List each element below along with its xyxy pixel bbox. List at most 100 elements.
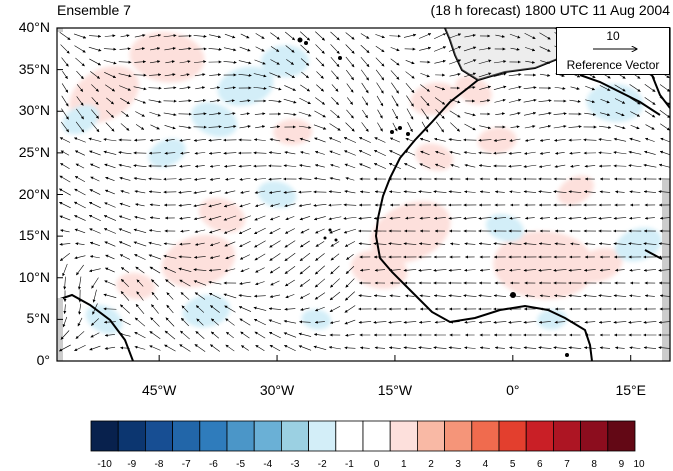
wind-arrow-icon	[179, 216, 191, 220]
wind-arrow-icon	[284, 345, 296, 351]
wind-arrow-icon	[598, 151, 612, 155]
wind-arrow-icon	[448, 346, 462, 350]
wind-arrow-icon	[104, 346, 116, 350]
wind-arrow-icon	[403, 190, 417, 194]
colorbar-swatch	[226, 420, 255, 452]
wind-arrow-icon	[238, 215, 251, 221]
wind-arrow-icon	[388, 162, 402, 170]
wind-arrow-icon	[598, 320, 611, 324]
wind-arrow-icon	[358, 320, 372, 324]
wind-arrow-icon	[433, 346, 447, 350]
wind-arrow-icon	[433, 294, 446, 298]
wind-arrow-icon	[150, 317, 160, 327]
wind-arrow-icon	[358, 242, 372, 246]
wind-arrow-icon	[270, 32, 280, 40]
wind-arrow-icon	[508, 85, 522, 90]
wind-arrow-icon	[391, 82, 399, 94]
wind-arrow-icon	[329, 123, 341, 131]
wind-arrow-icon	[284, 266, 296, 274]
wind-arrow-icon	[569, 151, 581, 155]
wind-arrow-icon	[660, 123, 670, 131]
wind-arrow-icon	[449, 99, 461, 104]
wind-arrow-icon	[59, 215, 71, 221]
wind-arrow-icon	[524, 216, 535, 220]
wind-arrow-icon	[253, 73, 267, 78]
wind-arrow-icon	[178, 203, 192, 207]
wind-arrow-icon	[284, 228, 295, 234]
wind-arrow-icon	[568, 190, 582, 194]
wind-arrow-icon	[193, 34, 207, 38]
wind-arrow-icon	[479, 46, 492, 51]
wind-arrow-icon	[644, 150, 656, 155]
colorbar-swatch	[172, 420, 201, 452]
wind-arrow-icon	[478, 242, 491, 246]
wind-arrow-icon	[479, 85, 492, 90]
wind-arrow-icon	[255, 125, 266, 129]
wind-arrow-icon	[194, 292, 206, 300]
wind-arrow-icon	[62, 263, 68, 277]
wind-arrow-icon	[374, 268, 386, 272]
wind-arrow-icon	[509, 33, 521, 39]
wind-arrow-icon	[134, 331, 146, 339]
wind-arrow-icon	[88, 137, 102, 142]
wind-arrow-icon	[119, 202, 131, 207]
wind-arrow-icon	[298, 345, 312, 351]
wind-arrow-icon	[285, 45, 295, 53]
wind-arrow-icon	[344, 241, 356, 247]
wind-arrow-icon	[180, 73, 190, 77]
anomaly-feature	[116, 272, 155, 300]
wind-arrow-icon	[135, 266, 145, 274]
wind-arrow-icon	[91, 318, 99, 326]
wind-arrow-icon	[478, 151, 492, 155]
wind-arrow-icon	[61, 108, 69, 120]
wind-arrow-icon	[508, 151, 522, 155]
wind-arrow-icon	[539, 294, 551, 298]
wind-arrow-icon	[598, 242, 611, 246]
wind-arrow-icon	[179, 279, 191, 287]
wind-arrow-icon	[133, 228, 147, 233]
colorbar-swatch	[144, 420, 173, 452]
wind-arrow-icon	[343, 216, 357, 220]
wind-arrow-icon	[388, 346, 401, 350]
wind-arrow-icon	[314, 265, 326, 275]
wind-arrow-icon	[164, 73, 176, 77]
wind-arrow-icon	[105, 254, 115, 260]
wind-arrow-icon	[208, 138, 222, 142]
wind-arrow-icon	[240, 33, 250, 39]
wind-arrow-icon	[255, 203, 265, 208]
anomaly-contour	[485, 214, 524, 242]
wind-arrow-icon	[196, 318, 204, 326]
wind-arrow-icon	[405, 60, 415, 65]
wind-arrow-icon	[464, 112, 476, 117]
wind-arrow-icon	[89, 268, 101, 273]
wind-arrow-icon	[178, 177, 192, 181]
wind-arrow-icon	[118, 215, 131, 221]
wind-arrow-icon	[390, 70, 400, 80]
wind-arrow-icon	[75, 57, 85, 67]
colorbar-label: 6	[537, 459, 543, 470]
wind-arrow-icon	[208, 190, 221, 195]
wind-arrow-icon	[195, 242, 205, 246]
wind-arrow-icon	[60, 44, 70, 54]
y-tick-label: 20°N	[18, 185, 50, 202]
wind-arrow-icon	[345, 56, 355, 68]
wind-arrow-icon	[60, 121, 70, 133]
wind-arrow-icon	[553, 124, 567, 129]
wind-arrow-icon	[61, 95, 69, 107]
wind-arrow-icon	[629, 190, 641, 194]
wind-arrow-icon	[59, 188, 71, 196]
wind-arrow-icon	[418, 320, 431, 324]
wind-arrow-icon	[524, 151, 536, 155]
wind-arrow-icon	[553, 268, 567, 272]
anomaly-contour	[191, 102, 238, 137]
wind-arrow-icon	[75, 331, 85, 339]
wind-arrow-icon	[420, 95, 430, 107]
wind-arrow-icon	[239, 177, 251, 181]
wind-arrow-icon	[629, 137, 641, 142]
wind-arrow-icon	[659, 150, 670, 155]
wind-arrow-icon	[494, 190, 505, 194]
wind-arrow-icon	[510, 125, 520, 129]
wind-arrow-icon	[419, 294, 431, 298]
wind-arrow-icon	[599, 268, 611, 272]
wind-arrow-icon	[448, 46, 462, 52]
